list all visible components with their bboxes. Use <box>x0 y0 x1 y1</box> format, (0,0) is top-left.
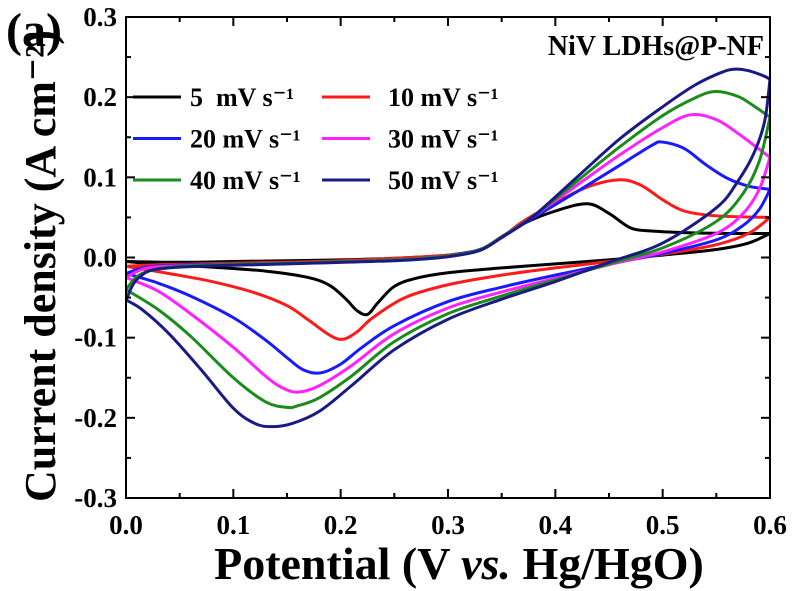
y-tick-label: 0.3 <box>83 2 117 32</box>
legend: 5 mV s⁻¹ 10 mV s⁻¹ 20 mV s⁻¹ 30 mV s⁻¹ 40 mV… <box>133 83 499 195</box>
legend-label: 30 mV s⁻¹ <box>388 125 499 154</box>
sample-annotation: NiV LDHs@P-NF <box>548 31 764 62</box>
y-tick-labels: -0.3 -0.2 -0.1 0.0 0.1 0.2 0.3 <box>74 2 117 513</box>
x-tick-label: 0.1 <box>216 510 250 540</box>
legend-label: 20 mV s⁻¹ <box>190 125 301 154</box>
legend-label: 10 mV s⁻¹ <box>388 83 499 112</box>
y-tick-label: -0.2 <box>74 403 117 433</box>
x-tick-label: 0.0 <box>109 510 143 540</box>
y-tick-label: 0.0 <box>83 243 117 273</box>
y-axis-label: Current density (A cm⁻²) <box>16 30 65 502</box>
x-tick-label: 0.6 <box>753 510 787 540</box>
x-tick-labels: 0.0 0.1 0.2 0.3 0.4 0.5 0.6 <box>109 510 787 540</box>
y-tick-label: -0.3 <box>74 483 117 513</box>
x-tick-label: 0.2 <box>324 510 358 540</box>
y-tick-label: -0.1 <box>74 323 117 353</box>
panel-label: (a) <box>6 4 62 57</box>
legend-label: 40 mV s⁻¹ <box>190 166 301 195</box>
axis-ticks <box>125 16 771 499</box>
x-tick-label: 0.4 <box>538 510 572 540</box>
x-tick-label: 0.3 <box>431 510 465 540</box>
cv-curves <box>126 67 770 429</box>
y-tick-label: 0.1 <box>83 162 117 192</box>
y-tick-label: 0.2 <box>83 82 117 112</box>
x-tick-label: 0.5 <box>646 510 680 540</box>
legend-label: 50 mV s⁻¹ <box>388 166 499 195</box>
x-axis-label: Potential (V vs. Hg/HgO) <box>214 538 704 589</box>
legend-label: 5 mV s⁻¹ <box>190 83 294 112</box>
cv-curve-6 <box>126 67 770 429</box>
